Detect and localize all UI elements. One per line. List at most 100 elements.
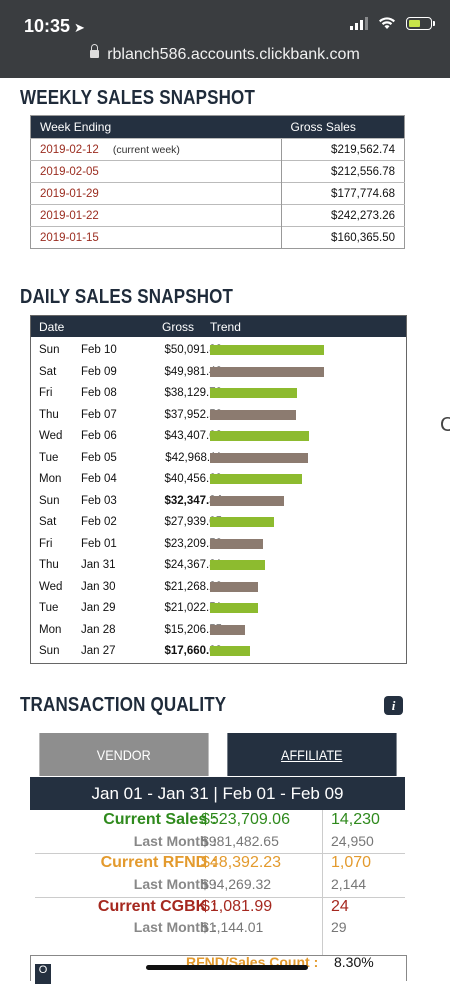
- day-date: Feb 01: [81, 537, 117, 550]
- day-of-week: Mon: [39, 473, 62, 485]
- table-row: 2019-02-05 $212,556.78: [30, 160, 405, 183]
- tab-affiliate[interactable]: AFFILIATE: [226, 733, 396, 776]
- col-gross-sales: Gross Sales: [281, 115, 405, 139]
- week-date[interactable]: 2019-02-05: [30, 160, 282, 183]
- week-amount: $242,273.26: [281, 204, 405, 227]
- day-gross: $50,091.82: [164, 344, 222, 356]
- trend-bar: [210, 560, 266, 570]
- day-date: Feb 06: [81, 430, 117, 442]
- day-of-week: Sun: [39, 344, 60, 356]
- day-of-week: Sun: [39, 494, 60, 507]
- metric-label: Last Month :: [133, 876, 217, 893]
- weekly-title: WEEKLY SALES SNAPSHOT: [20, 87, 256, 109]
- metric-label: Last Month :: [133, 832, 217, 849]
- metrics-divider-h2: [35, 897, 405, 898]
- metric-label: Last Month :: [133, 919, 217, 936]
- trend-bar: [210, 581, 259, 592]
- day-date: Feb 03: [81, 494, 117, 507]
- url-bar[interactable]: rblanch586.accounts.clickbank.com: [0, 44, 450, 64]
- week-note: (current week): [112, 143, 180, 156]
- week-date[interactable]: 2019-01-22: [30, 204, 282, 227]
- day-date: Jan 29: [81, 602, 116, 614]
- table-row: Sun Jan 27 $17,660.09: [31, 641, 406, 663]
- metrics-divider-h1: [35, 853, 405, 854]
- wifi-icon: [379, 17, 395, 29]
- trend-bar: [210, 474, 303, 484]
- day-gross: $37,952.58: [164, 408, 222, 421]
- metric-value: $48,392.23: [201, 854, 282, 872]
- edge-letter: C: [440, 414, 450, 436]
- bottom-letter: O: [35, 964, 51, 984]
- status-time: 10:35 ➤: [24, 16, 85, 36]
- day-of-week: Wed: [39, 580, 63, 593]
- col-week-ending: Week Ending: [30, 115, 282, 139]
- trend-bar: [210, 624, 245, 635]
- day-date: Jan 30: [81, 580, 116, 593]
- day-gross: $49,981.48: [164, 365, 222, 378]
- day-of-week: Fri: [39, 537, 53, 550]
- table-row: Thu Feb 07 $37,952.58: [31, 405, 406, 427]
- info-icon[interactable]: i: [384, 696, 403, 715]
- metric-value: $1,081.99: [201, 897, 273, 915]
- metric-row: Last Month : $94,269.32 2,144: [35, 875, 405, 897]
- battery-icon: [406, 16, 435, 30]
- location-arrow-icon: ➤: [74, 20, 85, 35]
- trend-bar: [210, 345, 324, 355]
- table-row: Tue Feb 05 $42,968.11: [31, 448, 406, 470]
- table-row: Thu Jan 31 $24,367.81: [31, 555, 406, 577]
- metric-row: Current RFND : $48,392.23 1,070: [35, 853, 405, 875]
- trend-bar: [210, 452, 308, 463]
- metric-row: Last Month : $981,482.65 24,950: [35, 832, 405, 854]
- quality-tabs: VENDOR AFFILIATE: [30, 733, 405, 776]
- home-indicator[interactable]: [146, 965, 308, 970]
- table-row: 2019-01-22 $242,273.26: [30, 204, 405, 227]
- browser-top-bar: 10:35 ➤ rblanch586.accounts.clickbank.com: [0, 0, 450, 78]
- tab-vendor[interactable]: VENDOR: [39, 733, 209, 776]
- day-gross: $32,347.34: [164, 494, 222, 507]
- col-trend: Trend: [210, 320, 241, 334]
- trend-bar: [210, 409, 297, 420]
- trend-bar: [210, 538, 263, 549]
- metric-label: Current RFND :: [100, 854, 217, 872]
- day-of-week: Sat: [39, 365, 57, 378]
- daily-sales-table: Date Gross Trend Sun Feb 10 $50,091.82 Sat F…: [30, 315, 407, 664]
- day-of-week: Tue: [39, 451, 59, 464]
- day-of-week: Wed: [39, 430, 63, 442]
- day-of-week: Tue: [39, 602, 59, 614]
- lock-icon: [90, 44, 100, 58]
- metric-count: 24: [331, 897, 349, 915]
- col-date: Date: [39, 320, 65, 334]
- metric-label: Current Sales :: [103, 811, 217, 828]
- metric-label: Current CGBK :: [97, 897, 217, 915]
- day-date: Feb 10: [81, 344, 117, 356]
- day-gross: $21,268.20: [164, 580, 222, 593]
- week-date[interactable]: 2019-01-29: [30, 182, 282, 205]
- table-row: 2019-01-29 $177,774.68: [30, 182, 405, 205]
- day-date: Jan 27: [81, 645, 116, 657]
- day-date: Jan 28: [81, 623, 116, 636]
- day-gross: $43,407.08: [164, 430, 222, 442]
- day-date: Feb 02: [81, 516, 117, 528]
- week-date[interactable]: 2019-02-12 (current week): [30, 138, 282, 161]
- table-row: Sat Feb 02 $27,939.05: [31, 512, 406, 534]
- day-gross: $40,456.69: [164, 473, 222, 485]
- trend-bar: [210, 495, 284, 506]
- table-row: Wed Jan 30 $21,268.20: [31, 577, 406, 599]
- metric-row: Last Month : $1,144.01 29: [35, 918, 405, 940]
- table-row: Fri Feb 08 $38,129.78: [31, 383, 406, 405]
- week-date[interactable]: 2019-01-15: [30, 226, 282, 249]
- day-gross: $21,022.51: [164, 602, 222, 614]
- day-gross: $23,209.58: [164, 537, 222, 550]
- metric-row: Current CGBK : $1,081.99 24: [35, 897, 405, 919]
- col-gross: Gross: [162, 320, 195, 334]
- table-row: Mon Feb 04 $40,456.69: [31, 469, 406, 491]
- metric-row: Current Sales : $523,709.06 14,230: [35, 810, 405, 832]
- day-gross: $24,367.81: [164, 559, 222, 571]
- day-gross: $17,660.09: [164, 645, 222, 657]
- day-of-week: Thu: [39, 559, 59, 571]
- day-date: Feb 05: [81, 451, 117, 464]
- trend-bar: [210, 517, 274, 527]
- metric-count: 1,070: [331, 854, 372, 872]
- day-date: Jan 31: [81, 559, 116, 571]
- day-gross: $15,206.55: [164, 623, 222, 636]
